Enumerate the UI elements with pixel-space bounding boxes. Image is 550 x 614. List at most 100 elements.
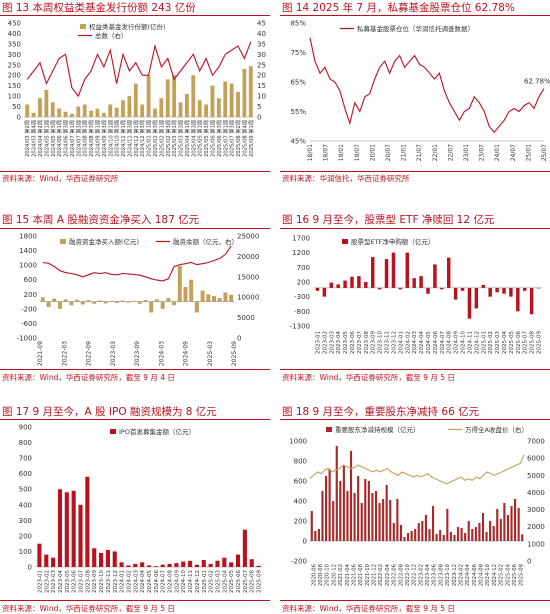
bar [183, 287, 188, 302]
divider [280, 600, 550, 601]
x-tick-label: 2025-06 [236, 570, 242, 593]
bar [446, 509, 449, 541]
bar [405, 252, 409, 288]
x-tick-label: 2023-12 [391, 331, 397, 354]
x-tick-label: 2023-05 [65, 570, 71, 593]
x-tick-label: 2024/10 第1周 [106, 120, 114, 157]
chart-fig14: 45% 55% 65% 75% 85% 18/01 18/07 19/01 19/07 20/01… [290, 20, 550, 162]
y-tick-label: 400 [8, 30, 21, 38]
y2-tick-label: 1000 [527, 540, 545, 548]
bar [223, 81, 228, 117]
legend-label: 股票型ETF净申购额（亿元） [351, 237, 434, 246]
y2-tick-label: 45 [257, 20, 266, 28]
bar [453, 535, 456, 541]
bar [40, 297, 45, 302]
source-note: 资料来源：Wind，华西证券研究所，截至 9 月 5 日 [2, 604, 175, 613]
y2-tick-label: 25000 [237, 233, 259, 241]
y-tick-label: 45% [290, 138, 306, 146]
bar [189, 279, 194, 302]
x-tick-label: 2025-08 [530, 331, 536, 354]
bar [385, 485, 388, 541]
legend-label: 权益类基金发行份额(亿份) [89, 22, 166, 31]
divider [280, 369, 550, 370]
bar [127, 96, 132, 117]
y-tick-label: 400 [19, 501, 32, 509]
bar [517, 508, 520, 541]
x-tick-label: 2024/05 第1周 [42, 120, 50, 157]
bar [489, 521, 492, 541]
x-tick-label: 2024-03 [412, 331, 418, 354]
bar [310, 511, 313, 541]
y-tick-label: 300 [19, 517, 32, 525]
bar [481, 284, 485, 288]
y-tick-label: 600 [294, 478, 307, 486]
x-tick-label: 2025/07 第3周 [228, 120, 236, 157]
x-tick-label: 2023-06 [350, 331, 356, 354]
bar [391, 252, 396, 288]
source-note: 资料来源：Wind，华西证券研究所，截至 9 月 5 日 [282, 373, 455, 382]
x-tick-label: 2024-11 [467, 331, 473, 354]
bar [50, 102, 55, 117]
x-tick-label: 2025-08 [250, 570, 256, 593]
bar [435, 534, 438, 541]
x-tick-label: 2024-04 [465, 563, 471, 586]
bar [212, 296, 217, 302]
x-tick-label: 2025-02 [499, 564, 505, 586]
source-note: 资料来源：Wind，华西证券研究所，截至 9 月 4 日 [2, 373, 175, 382]
bar [197, 100, 202, 117]
bar [248, 66, 253, 117]
bar [421, 521, 424, 541]
bar [82, 104, 87, 117]
y2-tick-label: 0 [257, 114, 261, 122]
x-tick-label: 2020-10 [325, 563, 331, 586]
x-tick-label: 2023-07 [357, 331, 363, 354]
bar [403, 537, 406, 541]
bar [92, 548, 97, 567]
x-tick-label: 2024-06 [433, 331, 439, 354]
x-tick-label: 2023-09 [371, 331, 377, 354]
bar [38, 98, 42, 117]
bar [97, 300, 102, 302]
x-tick-label: 2024-07 [440, 331, 446, 354]
y-tick-label: 350 [8, 40, 21, 48]
x-tick-label: 2023-06 [72, 570, 78, 593]
x-tick-label: 2025/06 第3周 [215, 120, 223, 157]
bar [160, 301, 165, 309]
x-tick-label: 2024/10 第3周 [113, 120, 121, 157]
source-note: 资料来源：Wind，华西证券研究所 [2, 174, 119, 183]
x-tick-label: 18/01 [307, 144, 314, 161]
x-tick-label: 2023-10 [445, 563, 451, 586]
divider [280, 419, 550, 420]
bar [523, 287, 527, 291]
x-tick-label: 23/07 [479, 144, 486, 161]
x-tick-label: 2024/06 第1周 [55, 120, 63, 157]
x-tick-label: 2022-10 [405, 563, 411, 586]
x-tick-label: 2025/05 第3周 [202, 120, 210, 157]
bar [336, 284, 340, 288]
bar [208, 563, 213, 567]
x-tick-label: 2023-08 [438, 563, 444, 586]
x-tick-label: 2024/09 第3周 [100, 120, 108, 157]
legend-swatch [110, 429, 116, 434]
line-series-balance [42, 245, 232, 282]
bar [456, 527, 460, 541]
x-tick-label: 2024/04 第2周 [36, 120, 44, 157]
bar [464, 533, 467, 541]
divider [280, 15, 550, 16]
y-tick-label: 200 [297, 279, 310, 287]
y-tick-label: 700 [19, 455, 32, 463]
bar [153, 108, 157, 117]
x-tick-label: 2023-04 [336, 331, 342, 354]
legend-label: IPO首发募集金额（亿元） [119, 427, 195, 436]
bar [503, 503, 506, 541]
y-tick-label: 65% [290, 79, 306, 87]
bar [502, 287, 506, 294]
bar [112, 551, 117, 567]
bar [412, 278, 416, 288]
bar [108, 104, 113, 117]
bar [132, 300, 137, 302]
y-tick-label: -1000 [17, 335, 37, 343]
chart-fig18: -200 0 200 400 600 800 1000 0 1000 2000 3000 4000 50… [289, 425, 545, 586]
y-tick-label: -600 [21, 320, 37, 328]
x-tick-label: 2025-01 [202, 570, 208, 593]
